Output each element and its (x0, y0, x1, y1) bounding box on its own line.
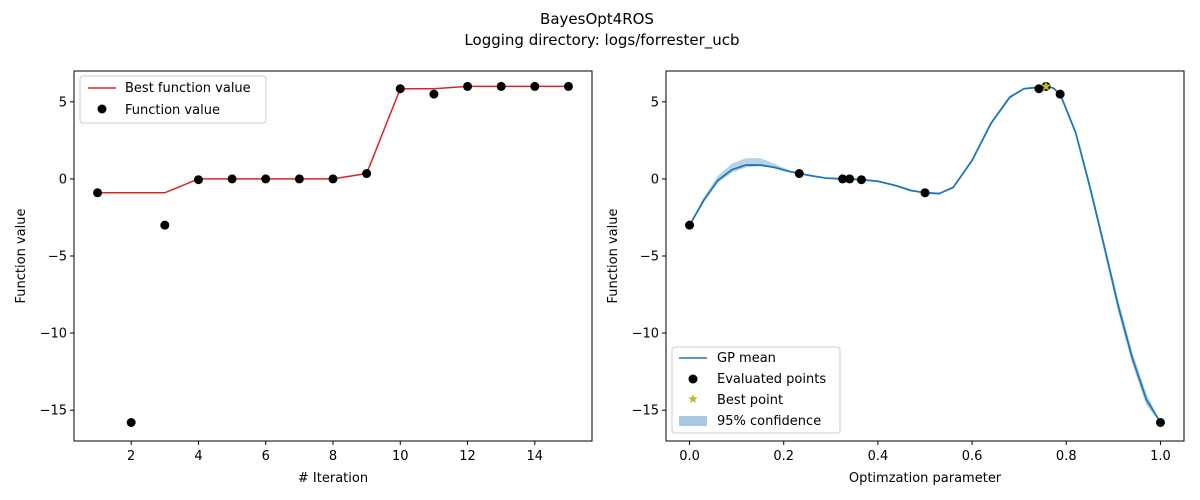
gp-y-tick-label: −15 (632, 404, 659, 419)
evaluated-point (845, 174, 855, 184)
iteration-chart: 2 4 6 8 10 12 14 −15 −10 −5 0 5 # Iteration Functio… (14, 70, 593, 486)
gp-legend-box (671, 346, 841, 434)
gp-y-tick-label: −10 (632, 327, 659, 342)
gp-x-tick-label: 0.2 (773, 449, 794, 464)
function-value-point (429, 89, 439, 99)
function-value-point (193, 175, 203, 185)
iteration-y-tick-label: −5 (48, 250, 67, 265)
evaluated-point (794, 169, 804, 179)
function-value-point (530, 81, 540, 91)
iteration-x-tick-label: 8 (329, 449, 337, 464)
legend-confidence-swatch (679, 416, 707, 426)
function-value-point (227, 174, 237, 184)
gp-chart-ticks: 0.0 0.2 0.4 0.6 0.8 1.0 −15 −10 −5 0 5 (632, 95, 1171, 464)
evaluated-point (920, 188, 930, 198)
iteration-x-axis-label: # Iteration (298, 471, 368, 486)
legend-confidence-label: 95% confidence (717, 414, 821, 429)
function-value-point (126, 418, 136, 427)
legend-best-point-label: Best point (717, 393, 783, 408)
gp-chart: 0.0 0.2 0.4 0.6 0.8 1.0 −15 −10 −5 0 5 Optimzation… (606, 70, 1185, 486)
gp-y-axis-label: Function value (606, 209, 621, 304)
gp-x-tick-label: 0.8 (1056, 449, 1077, 464)
iteration-y-tick-label: 5 (59, 95, 67, 110)
function-value-point (160, 220, 170, 230)
legend-function-value-label: Function value (125, 103, 220, 118)
iteration-y-tick-label: −15 (40, 404, 67, 419)
iteration-y-axis-label: Function value (14, 209, 29, 304)
evaluated-point (856, 175, 866, 185)
gp-y-tick-label: 0 (651, 172, 659, 187)
figure-subtitle: Logging directory: logs/forrester_ucb (464, 31, 739, 50)
iteration-plot-area (93, 81, 573, 427)
function-value-point (463, 81, 473, 91)
function-value-point (496, 81, 506, 91)
iteration-x-tick-label: 6 (262, 449, 270, 464)
legend-evaluated-points-label: Evaluated points (717, 372, 826, 387)
iteration-x-tick-label: 14 (527, 449, 544, 464)
evaluated-point (685, 220, 695, 230)
function-value-point (563, 81, 573, 91)
best-point-star (1040, 80, 1052, 91)
gp-x-tick-label: 0.6 (962, 449, 983, 464)
function-value-point (362, 169, 372, 179)
legend-gp-mean-label: GP mean (717, 351, 776, 366)
gp-legend: GP mean Evaluated points Best point 95% … (671, 346, 841, 434)
legend-best-function-value-label: Best function value (125, 81, 251, 96)
legend-best-point-swatch (688, 394, 698, 404)
iteration-legend-box (79, 75, 267, 124)
gp-chart-frame (665, 70, 1185, 442)
legend-function-value-swatch (97, 104, 107, 114)
gp-x-tick-label: 0.4 (868, 449, 889, 464)
function-value-point (93, 188, 103, 198)
iteration-x-tick-label: 10 (392, 449, 409, 464)
iteration-x-tick-label: 12 (459, 449, 476, 464)
gp-y-tick-label: −5 (640, 250, 659, 265)
gp-x-tick-label: 0.0 (679, 449, 700, 464)
evaluated-point (838, 174, 848, 184)
evaluated-point (1155, 418, 1165, 427)
function-value-point (328, 174, 338, 184)
gp-plot-area (685, 80, 1165, 427)
gp-x-axis-label: Optimzation parameter (849, 471, 1002, 486)
function-value-point (261, 174, 271, 184)
iteration-legend: Best function value Function value (79, 75, 267, 124)
legend-evaluated-points-swatch (688, 374, 698, 384)
iteration-x-tick-label: 2 (127, 449, 135, 464)
iteration-chart-ticks: 2 4 6 8 10 12 14 −15 −10 −5 0 5 (40, 95, 544, 464)
function-value-point (395, 84, 405, 94)
figure-title: BayesOpt4ROS (540, 10, 654, 28)
iteration-y-tick-label: −10 (40, 327, 67, 342)
iteration-y-tick-label: 0 (59, 172, 67, 187)
iteration-x-tick-label: 4 (194, 449, 202, 464)
evaluated-point (1034, 84, 1044, 94)
gp-x-tick-label: 1.0 (1150, 449, 1171, 464)
iteration-chart-frame (73, 70, 593, 442)
gp-y-tick-label: 5 (651, 95, 659, 110)
evaluated-point (1055, 89, 1065, 99)
function-value-point (294, 174, 304, 184)
